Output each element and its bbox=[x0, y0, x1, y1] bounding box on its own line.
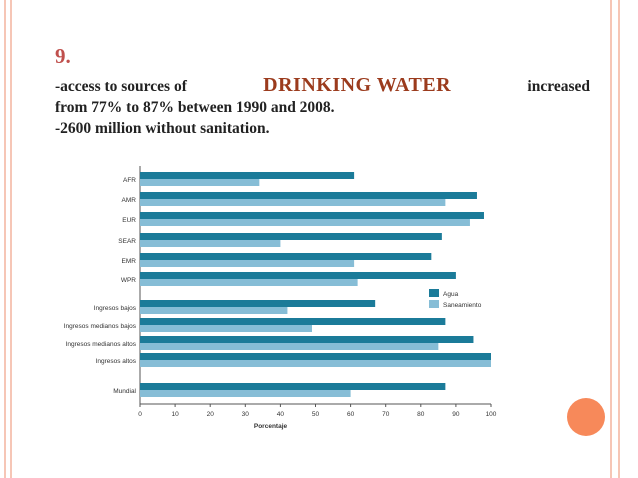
slide-body: -access to sources of DRINKING WATER inc… bbox=[55, 75, 590, 139]
decor-stripe-right-2 bbox=[618, 0, 620, 478]
legend-swatch bbox=[429, 300, 439, 308]
bar-saneamiento bbox=[140, 240, 281, 247]
bar-agua bbox=[140, 233, 442, 240]
bar-saneamiento bbox=[140, 325, 312, 332]
decor-circle bbox=[567, 398, 605, 436]
bar-saneamiento bbox=[140, 279, 358, 286]
bar-saneamiento bbox=[140, 219, 470, 226]
x-tick-label: 20 bbox=[207, 411, 215, 418]
x-tick-label: 70 bbox=[382, 411, 390, 418]
slide-number: 9. bbox=[55, 44, 71, 68]
category-label: Ingresos medianos altos bbox=[66, 341, 137, 348]
bar-agua bbox=[140, 300, 376, 307]
x-tick-label: 40 bbox=[277, 411, 285, 418]
category-label: AFR bbox=[123, 177, 136, 184]
line1-highlight: DRINKING WATER bbox=[263, 74, 452, 96]
x-axis-label: Porcentaje bbox=[254, 423, 288, 430]
bar-agua bbox=[140, 172, 355, 179]
bar-agua bbox=[140, 336, 474, 343]
x-tick-label: 60 bbox=[347, 411, 355, 418]
bar-saneamiento bbox=[140, 360, 491, 367]
x-tick-label: 80 bbox=[417, 411, 425, 418]
bar-agua bbox=[140, 212, 484, 219]
legend-label: Saneamiento bbox=[443, 302, 482, 309]
category-label: SEAR bbox=[118, 238, 136, 245]
bar-agua bbox=[140, 272, 456, 279]
bar-agua bbox=[140, 353, 491, 360]
body-line-3: -2600 million without sanitation. bbox=[55, 120, 270, 137]
category-label: Mundial bbox=[113, 388, 136, 395]
bar-agua bbox=[140, 383, 446, 390]
body-line-1: -access to sources of DRINKING WATER inc… bbox=[55, 75, 590, 97]
decor-stripe-left-2 bbox=[10, 0, 12, 478]
legend-swatch bbox=[429, 289, 439, 297]
x-tick-label: 10 bbox=[171, 411, 179, 418]
bar-saneamiento bbox=[140, 343, 439, 350]
category-label: EMR bbox=[122, 258, 137, 265]
bar-saneamiento bbox=[140, 179, 260, 186]
bar-saneamiento bbox=[140, 390, 351, 397]
decor-stripe-right bbox=[610, 0, 612, 478]
x-tick-label: 50 bbox=[312, 411, 320, 418]
legend-label: Agua bbox=[443, 291, 459, 298]
x-tick-label: 100 bbox=[486, 411, 497, 418]
body-line-2: from 77% to 87% between 1990 and 2008. bbox=[55, 99, 335, 116]
x-tick-label: 90 bbox=[452, 411, 460, 418]
bar-agua bbox=[140, 192, 477, 199]
line1-before: -access to sources of bbox=[55, 78, 187, 95]
category-label: Ingresos altos bbox=[96, 358, 137, 365]
category-label: Ingresos bajos bbox=[94, 305, 137, 312]
bar-agua bbox=[140, 253, 432, 260]
bar-saneamiento bbox=[140, 260, 355, 267]
category-label: EUR bbox=[122, 217, 136, 224]
line1-after: increased bbox=[527, 78, 590, 95]
x-tick-label: 0 bbox=[138, 411, 142, 418]
bar-saneamiento bbox=[140, 199, 446, 206]
x-tick-label: 30 bbox=[242, 411, 250, 418]
bar-saneamiento bbox=[140, 307, 288, 314]
category-label: AMR bbox=[122, 197, 137, 204]
bar-agua bbox=[140, 318, 446, 325]
category-label: WPR bbox=[121, 277, 136, 284]
category-label: Ingresos medianos bajos bbox=[64, 323, 137, 330]
decor-stripe-left bbox=[4, 0, 6, 478]
